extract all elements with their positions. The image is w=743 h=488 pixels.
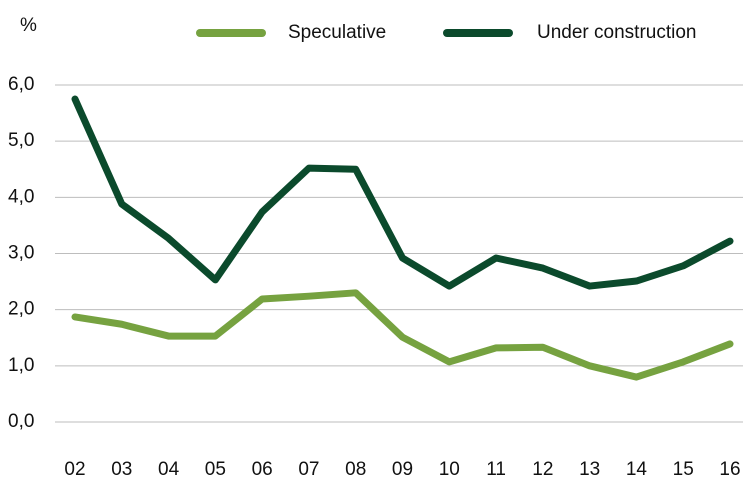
y-tick-label: 3,0 [8, 243, 34, 264]
y-axis-label: % [20, 15, 37, 36]
x-tick-label: 13 [579, 459, 600, 480]
x-tick-label: 12 [532, 459, 553, 480]
x-tick-label: 09 [392, 459, 413, 480]
data-line [71, 289, 734, 381]
y-tick-label: 6,0 [8, 74, 34, 95]
y-tick-label: 1,0 [8, 355, 34, 376]
y-tick-label: 4,0 [8, 186, 34, 207]
y-tick-label: 0,0 [8, 411, 34, 432]
x-tick-label: 08 [345, 459, 366, 480]
x-tick-label: 05 [205, 459, 226, 480]
x-tick-label: 11 [486, 459, 506, 480]
x-tick-label: 14 [626, 459, 648, 480]
legend-label: Under construction [537, 22, 696, 43]
x-tick-label: 07 [298, 459, 319, 480]
y-tick-label: 5,0 [8, 130, 34, 151]
x-tick-label: 06 [252, 459, 273, 480]
x-tick-label: 02 [64, 459, 85, 480]
y-tick-label: 2,0 [8, 299, 34, 320]
data-line [71, 95, 734, 290]
x-tick-label: 16 [719, 459, 740, 480]
x-tick-label: 15 [673, 459, 694, 480]
x-tick-label: 04 [158, 459, 180, 480]
x-tick-label: 03 [111, 459, 132, 480]
x-tick-label: 10 [439, 459, 460, 480]
legend-label: Speculative [288, 22, 386, 43]
